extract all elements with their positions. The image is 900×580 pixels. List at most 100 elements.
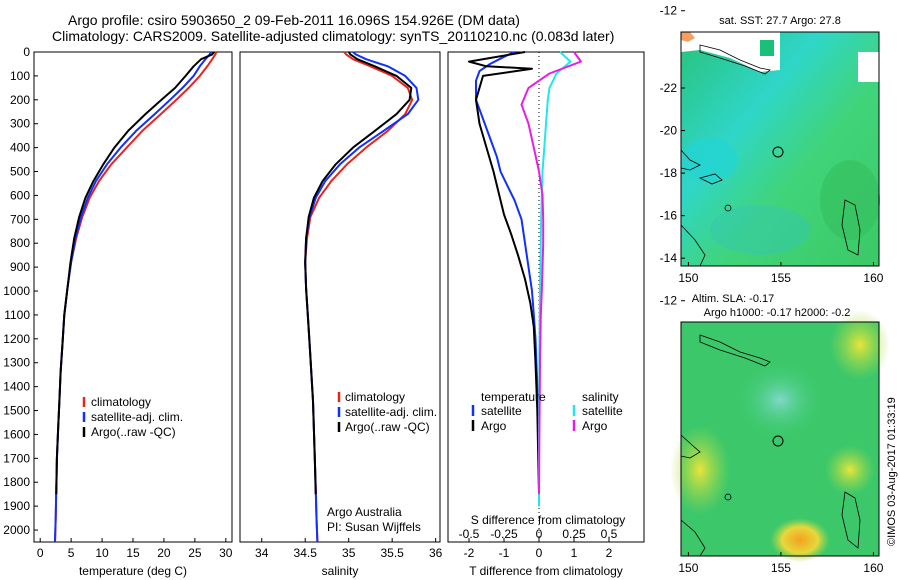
legend-label-satellite: satellite-adj. clim.: [91, 410, 183, 424]
map-x-tick-label: 155: [771, 271, 791, 285]
map-x-tick-label: 160: [863, 561, 883, 575]
series-line-salinity-satellite: [538, 51, 572, 507]
reef-contour: [841, 491, 861, 549]
legend-label-climatology: climatology: [345, 390, 405, 404]
s-difference-axis-label: S difference from climatology: [471, 513, 626, 527]
sla-high-patch: [825, 445, 875, 495]
sst-cool-patch: [710, 205, 810, 255]
legend-label-sal-argo: Argo: [582, 419, 608, 433]
argo-location-marker: [772, 146, 784, 158]
sst-cool-patch: [682, 138, 738, 182]
coastline: [680, 224, 706, 267]
difference-chart: -2 -1 0 1 2 -0.5 -0.25 0 0.25 0.5: [459, 51, 618, 560]
legend-label-argo: Argo(..raw -QC): [345, 420, 430, 434]
series-line-argo-raw-qc-: [55, 51, 215, 495]
y-tick-label: 2000: [3, 523, 30, 537]
y-tick-label: 1500: [3, 404, 30, 418]
sst-warm-pixel: [681, 32, 695, 42]
legend-label-sal-satellite: satellite: [582, 404, 623, 418]
series-line-climatology: [304, 51, 414, 543]
credit-text: ©IMOS 03-Aug-2017 01:33:19: [886, 397, 898, 546]
x-tick-label: 35: [342, 546, 356, 560]
difference-legend: temperature satellite Argo salinity sate…: [471, 390, 623, 433]
map-y-tick-label: -14: [660, 251, 678, 265]
x-tick-label: 1: [571, 546, 578, 560]
s-tick-label: 0.5: [601, 527, 618, 541]
y-tick-label: 600: [10, 188, 30, 202]
annotation-argo-australia: Argo Australia: [327, 505, 402, 519]
series-line-temperature-argo: [468, 51, 540, 495]
y-tick-label: 1900: [3, 499, 30, 513]
annotation-pi: PI: Susan Wijffels: [327, 520, 421, 534]
x-tick-label: 36: [429, 546, 443, 560]
map-y-tick-label: -22: [660, 81, 678, 95]
coastline: [699, 334, 771, 367]
y-tick-label: 0: [23, 45, 30, 59]
map-y-tick-label: -16: [660, 209, 678, 223]
x-tick-label: -2: [464, 546, 475, 560]
sla-map-title-line1: Altim. SLA: -0.17: [692, 293, 775, 305]
t-difference-axis-label: T difference from climatology: [469, 564, 623, 578]
x-tick-label: -1: [499, 546, 510, 560]
series-line-climatology: [54, 51, 218, 543]
legend-label-satellite: satellite-adj. clim.: [345, 405, 437, 419]
y-tick-label: 1100: [4, 308, 30, 322]
y-tick-label: 800: [10, 236, 30, 250]
x-tick-label: 0: [37, 546, 44, 560]
reef-contour: [841, 199, 861, 256]
map-x-tick-label: 150: [678, 271, 698, 285]
difference-panel-frame: [447, 51, 645, 543]
salinity-chart: 34 34.5 35 35.5 36: [255, 51, 443, 560]
x-tick-label: 25: [188, 546, 202, 560]
sst-warm-patch: [820, 160, 880, 240]
coastline: [699, 44, 771, 75]
reef-contour: [724, 204, 732, 212]
temperature-legend: climatology satellite-adj. clim. Argo(..…: [82, 395, 183, 439]
y-tick-label: 1300: [3, 356, 30, 370]
y-tick-label: 1600: [3, 427, 30, 441]
y-tick-label: 1200: [3, 332, 30, 346]
map-y-tick-label: -18: [660, 166, 678, 180]
x-tick-label: 0: [536, 546, 543, 560]
sst-pixel-block: [760, 40, 774, 56]
x-tick-label: 10: [95, 546, 109, 560]
map-x-tick-label: 150: [678, 561, 698, 575]
x-tick-label: 35.5: [380, 546, 404, 560]
coastline: [680, 434, 701, 459]
y-tick-label: 1700: [3, 451, 30, 465]
s-tick-label: 0.25: [562, 527, 586, 541]
salinity-axis-label: salinity: [322, 564, 359, 578]
sla-high-patch: [770, 518, 830, 562]
y-tick-label: 400: [10, 141, 30, 155]
sst-map-axes: 150 155 160 -12 -14 -16 -18 -20 -22: [660, 4, 884, 285]
sla-low-patch: [735, 360, 825, 440]
x-tick-label: 30: [219, 546, 233, 560]
legend-salinity-heading: salinity: [582, 390, 619, 404]
s-tick-label: -0.25: [490, 527, 518, 541]
legend-label-temp-argo: Argo: [481, 419, 507, 433]
map-x-tick-label: 155: [771, 561, 791, 575]
salinity-panel-frame: [239, 51, 441, 543]
legend-label-temp-satellite: satellite: [481, 404, 522, 418]
sla-map-title-line2: Argo h1000: -0.17 h2000: -0.2: [704, 307, 851, 319]
y-tick-label: 900: [10, 260, 30, 274]
x-tick-label: 5: [68, 546, 75, 560]
x-tick-label: 2: [606, 546, 613, 560]
map-y-tick-label: -20: [660, 124, 678, 138]
y-tick-label: 1400: [3, 380, 30, 394]
temperature-axis-label: temperature (deg C): [79, 564, 187, 578]
reef-contour: [724, 493, 732, 501]
sla-high-patch: [830, 310, 890, 380]
sst-cloud-mask: [681, 32, 780, 72]
sla-high-patch: [670, 425, 730, 515]
legend-label-climatology: climatology: [91, 395, 151, 409]
y-tick-label: 300: [10, 117, 30, 131]
sla-map: Altim. SLA: -0.17 Argo h1000: -0.17 h200…: [670, 293, 890, 562]
y-tick-label: 100: [10, 69, 30, 83]
sst-map-title: sat. SST: 27.7 Argo: 27.8: [719, 15, 841, 27]
sla-map-axes: 150 155 160 -12 -14 -16 -18 -20 -22: [660, 81, 884, 575]
sst-map-frame: [680, 31, 880, 267]
map-y-tick-label: -12: [660, 294, 678, 308]
